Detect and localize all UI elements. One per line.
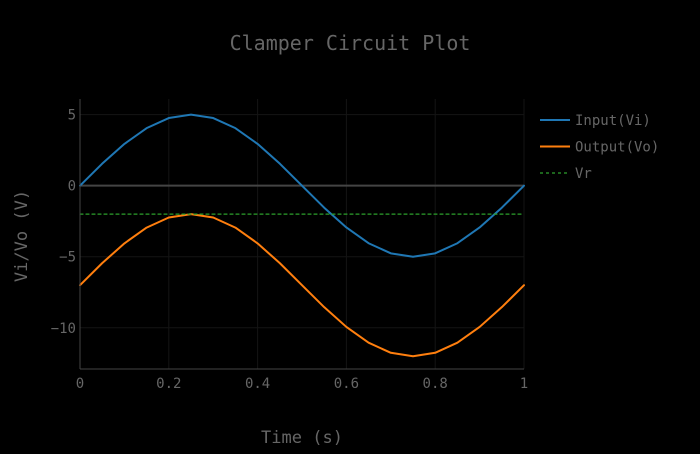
chart-title: Clamper Circuit Plot bbox=[230, 31, 471, 55]
legend-item[interactable]: Vr bbox=[540, 166, 592, 182]
x-tick-label: 0 bbox=[76, 376, 84, 392]
y-tick-label: −10 bbox=[51, 321, 76, 337]
legend-label: Output(Vo) bbox=[575, 140, 659, 156]
series-line-1 bbox=[79, 113, 525, 258]
x-tick-label: 1 bbox=[520, 376, 528, 392]
x-tick-label: 0.4 bbox=[245, 376, 270, 392]
y-tick-label: −5 bbox=[59, 250, 76, 266]
legend-item[interactable]: Output(Vo) bbox=[540, 140, 659, 156]
y-axis-title: Vi/Vo (V) bbox=[12, 190, 32, 282]
series-group bbox=[79, 113, 525, 358]
x-axis-title: Time (s) bbox=[261, 428, 343, 448]
legend-label: Vr bbox=[575, 166, 592, 182]
legend-item[interactable]: Input(Vi) bbox=[540, 113, 651, 129]
series-line-2 bbox=[79, 213, 525, 358]
legend-label: Input(Vi) bbox=[575, 113, 651, 129]
x-tick-label: 0.6 bbox=[334, 376, 359, 392]
x-tick-label: 0.8 bbox=[423, 376, 448, 392]
axes: 0 0.2 0.4 0.6 0.8 1 −10 −5 0 5 bbox=[51, 99, 528, 392]
x-tick-label: 0.2 bbox=[156, 376, 181, 392]
legend[interactable]: Input(Vi) Output(Vo) Vr bbox=[540, 113, 659, 182]
y-tick-label: 0 bbox=[68, 179, 76, 195]
y-tick-label: 5 bbox=[68, 108, 76, 124]
grid bbox=[79, 99, 525, 369]
